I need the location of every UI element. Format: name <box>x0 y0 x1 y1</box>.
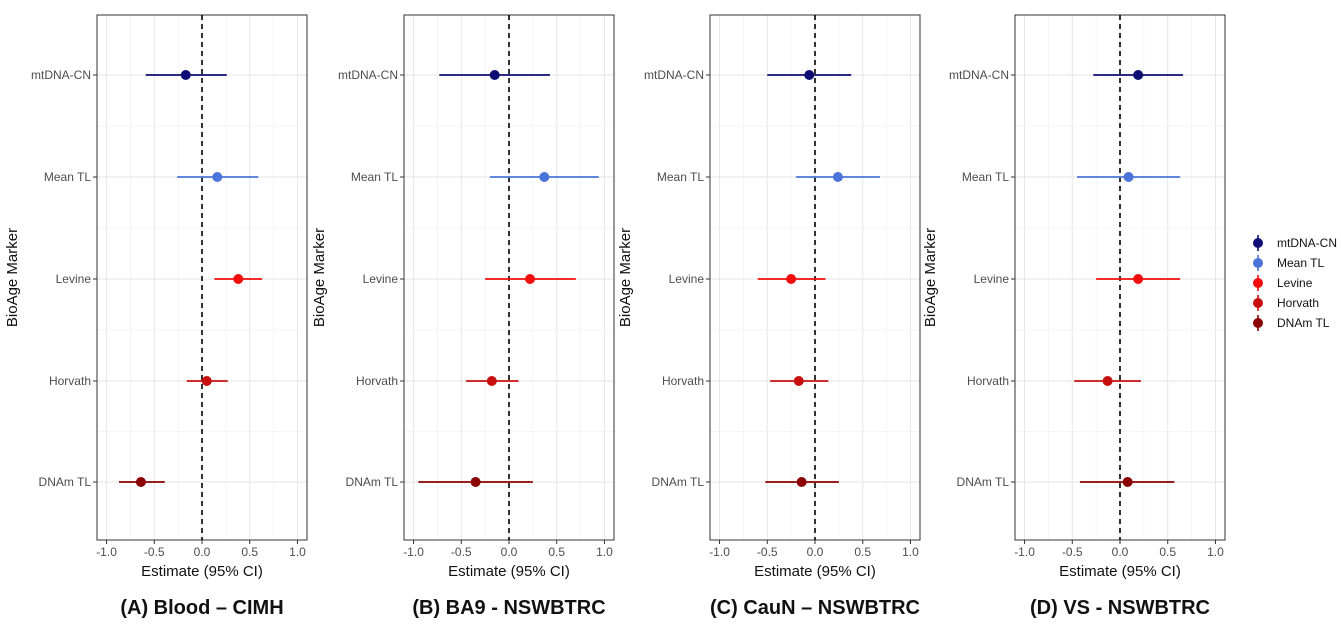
point-estimate <box>135 477 146 487</box>
y-tick-label: Horvath <box>662 374 704 388</box>
legend-entry-label: DNAm TL <box>1277 316 1330 330</box>
x-tick-label: 0.0 <box>194 545 211 559</box>
point-estimate <box>212 172 223 182</box>
y-tick-label: Mean TL <box>44 170 91 184</box>
panel-b: -1.0 -0.5 0.0 0.5 1.0 Estimate (95% CI) BioAge… <box>311 14 615 580</box>
legend-entry-label: Mean TL <box>1277 256 1324 270</box>
y-axis-title: BioAge Marker <box>617 228 634 327</box>
point-estimate <box>1133 70 1144 80</box>
y-tick-label: Levine <box>669 272 705 286</box>
x-tick-label: 1.0 <box>1207 545 1224 559</box>
y-tick-label: DNAm TL <box>39 475 92 489</box>
point-estimate <box>1133 274 1144 284</box>
x-axis-title: Estimate (95% CI) <box>1059 563 1181 580</box>
point-estimate <box>804 70 815 80</box>
point-estimate <box>486 376 497 386</box>
point-estimate <box>233 274 244 284</box>
x-tick-label: -0.5 <box>757 545 778 559</box>
y-tick-label: Levine <box>56 272 92 286</box>
legend: mtDNA-CN Mean TL Levine Horvath DNAm TL <box>1253 235 1337 331</box>
point-estimate <box>1102 376 1113 386</box>
y-tick-label: mtDNA-CN <box>31 68 91 82</box>
y-tick-label: Horvath <box>356 374 398 388</box>
y-axis-title: BioAge Marker <box>311 228 328 327</box>
legend-entry-label: Levine <box>1277 276 1313 290</box>
point-estimate <box>470 477 481 487</box>
y-tick-label: mtDNA-CN <box>338 68 398 82</box>
y-tick-label: Levine <box>974 272 1010 286</box>
y-tick-label: mtDNA-CN <box>949 68 1009 82</box>
x-tick-label: 1.0 <box>596 545 613 559</box>
y-tick-label: Levine <box>363 272 399 286</box>
x-tick-label: 0.5 <box>548 545 565 559</box>
panel-a: -1.0 -0.5 0.0 0.5 1.0 Estimate (95% CI) BioAge… <box>4 14 308 580</box>
x-tick-label: 0.5 <box>241 545 258 559</box>
x-tick-label: -1.0 <box>1014 545 1035 559</box>
point-estimate <box>201 376 212 386</box>
point-estimate <box>1123 172 1134 182</box>
y-tick-label: Horvath <box>967 374 1009 388</box>
legend-entry-label: Horvath <box>1277 296 1319 310</box>
point-estimate <box>489 70 500 80</box>
panel-caption-b: (B) BA9 - NSWBTRC <box>412 597 606 619</box>
legend-key-point <box>1253 298 1263 308</box>
x-axis-title: Estimate (95% CI) <box>448 563 570 580</box>
x-tick-label: -0.5 <box>144 545 165 559</box>
panel-c: -1.0 -0.5 0.0 0.5 1.0 Estimate (95% CI) BioAge… <box>617 14 921 580</box>
y-tick-label: DNAm TL <box>957 475 1010 489</box>
y-axis-title: BioAge Marker <box>922 228 939 327</box>
x-axis-title: Estimate (95% CI) <box>141 563 263 580</box>
x-tick-label: -1.0 <box>709 545 730 559</box>
legend-key-point <box>1253 238 1263 248</box>
panel-d: -1.0 -0.5 0.0 0.5 1.0 Estimate (95% CI) BioAge… <box>922 14 1226 580</box>
point-estimate <box>793 376 804 386</box>
panel-caption-d: (D) VS - NSWBTRC <box>1030 597 1210 619</box>
x-tick-label: -0.5 <box>1062 545 1083 559</box>
x-axis-title: Estimate (95% CI) <box>754 563 876 580</box>
panel-caption-a: (A) Blood – CIMH <box>120 597 284 619</box>
point-estimate <box>539 172 550 182</box>
legend-key-point <box>1253 278 1263 288</box>
point-estimate <box>1122 477 1133 487</box>
y-tick-label: Mean TL <box>351 170 398 184</box>
legend-key-point <box>1253 318 1263 328</box>
y-tick-label: Mean TL <box>962 170 1009 184</box>
panel-caption-c: (C) CauN – NSWBTRC <box>710 597 920 619</box>
x-tick-label: 0.5 <box>854 545 871 559</box>
y-tick-label: DNAm TL <box>652 475 705 489</box>
x-tick-label: -1.0 <box>403 545 424 559</box>
x-tick-label: -0.5 <box>451 545 472 559</box>
x-tick-label: 1.0 <box>902 545 919 559</box>
x-tick-label: 0.5 <box>1159 545 1176 559</box>
x-tick-label: 0.0 <box>501 545 518 559</box>
point-estimate <box>796 477 807 487</box>
point-estimate <box>180 70 191 80</box>
y-tick-label: DNAm TL <box>346 475 399 489</box>
point-estimate <box>832 172 843 182</box>
y-tick-label: mtDNA-CN <box>644 68 704 82</box>
point-estimate <box>786 274 797 284</box>
y-axis-title: BioAge Marker <box>4 228 21 327</box>
y-tick-label: Mean TL <box>657 170 704 184</box>
y-tick-label: Horvath <box>49 374 91 388</box>
x-tick-label: 1.0 <box>289 545 306 559</box>
point-estimate <box>525 274 535 284</box>
x-tick-label: 0.0 <box>807 545 824 559</box>
x-tick-label: -1.0 <box>96 545 117 559</box>
x-tick-label: 0.0 <box>1112 545 1129 559</box>
legend-entry-label: mtDNA-CN <box>1277 236 1337 250</box>
legend-key-point <box>1253 258 1263 268</box>
